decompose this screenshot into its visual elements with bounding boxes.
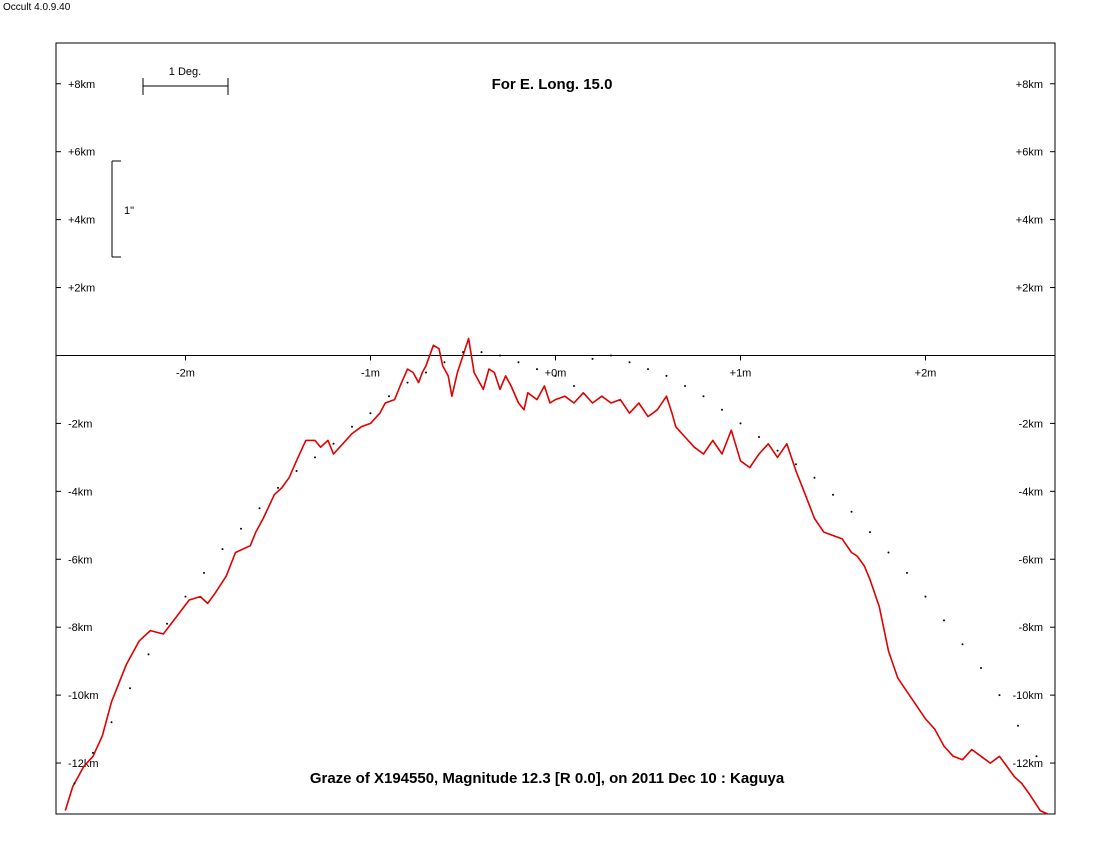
reference-dot [314,456,316,459]
reference-dot [832,493,834,496]
reference-dot [647,368,649,371]
reference-dot [813,476,816,479]
limb-profile-line [64,337,1048,815]
y-tick-label-left: +6km [68,147,95,159]
y-tick-label-right: -8km [1019,622,1043,634]
reference-dot [869,531,871,534]
series-layer [64,337,1048,815]
reference-dot [1035,755,1038,758]
reference-dot [499,354,501,357]
reference-dot [924,595,927,598]
reference-dot [980,667,982,669]
reference-dot [665,374,668,377]
reference-dot [961,643,964,646]
y-tick-label-left: -2km [68,418,92,430]
y-tick-label-right: -4km [1019,486,1043,498]
reference-dot [536,368,538,371]
y-tick-label-right: -12km [1012,758,1043,770]
axes-layer: -2m -1m +0m +1m +2m +8km +8km +6km +6km +4km +4km +… [56,79,1055,770]
reference-dot [850,510,853,513]
y-tick-label-right: -10km [1012,690,1043,702]
reference-dot [517,361,520,364]
reference-dot [887,551,890,554]
reference-dot [351,425,353,428]
chart-subtitle: For E. Long. 15.0 [492,76,613,93]
reference-dot [943,619,945,622]
reference-dot [702,395,705,398]
y-tick-label-right: +2km [1016,283,1043,295]
reference-dot [480,351,483,354]
reference-dot [332,442,335,445]
reference-dot [406,381,409,384]
reference-dot [295,470,298,472]
reference-dot [443,361,446,364]
x-tick-label: -1m [361,367,380,379]
scale-bar-vertical-label: 1" [124,205,134,217]
reference-dot [388,395,390,398]
reference-dot [221,548,224,551]
reference-dot [277,486,279,489]
y-tick-label-left: -4km [68,486,92,498]
reference-dot [591,357,594,360]
reference-dot [795,463,797,466]
reference-dot [369,412,372,415]
y-tick-label-left: +4km [68,215,95,227]
x-tick-label: +0m [545,367,567,379]
reference-dot [147,653,150,656]
x-tick-label: +1m [730,367,752,379]
y-tick-label-right: -6km [1019,554,1043,566]
y-tick-label-left: +8km [68,79,95,91]
reference-dot [129,687,131,690]
reference-dot [462,351,464,354]
reference-dot [721,408,723,411]
scale-bar-horizontal-label: 1 Deg. [169,66,201,78]
reference-dot [258,507,261,510]
reference-dot [776,449,779,452]
y-tick-label-left: -8km [68,622,92,634]
y-tick-label-left: -12km [68,758,99,770]
reference-dot [758,436,760,438]
reference-dot [110,721,113,724]
reference-dot [610,354,612,357]
reference-dot [166,622,168,625]
x-tick-label: -2m [176,367,195,379]
reference-dot [184,595,187,598]
plot-frame [55,42,1056,815]
reference-dot [628,361,631,364]
reference-dot [92,751,94,754]
y-tick-label-left: -6km [68,554,92,566]
decor-layer: 1 Deg. 1" For E. Long. 15.0 Graze of X19… [111,66,785,787]
y-tick-label-right: +6km [1016,147,1043,159]
reference-dot [203,571,205,574]
reference-dot [684,385,686,387]
x-tick-label: +2m [915,367,937,379]
reference-dot [739,422,742,425]
chart-title: Graze of X194550, Magnitude 12.3 [R 0.0]… [310,770,785,787]
reference-dot [554,374,557,377]
reference-dot [573,385,575,387]
y-tick-label-right: +8km [1016,79,1043,91]
reference-dot [240,527,242,530]
y-tick-label-left: -10km [68,690,99,702]
app-title: Occult 4.0.9.40 [3,2,71,13]
y-tick-label-right: +4km [1016,215,1043,227]
reference-dot [73,782,76,785]
reference-dot [998,694,1001,697]
reference-dot [425,371,427,374]
reference-dot [1017,724,1019,727]
y-tick-label-left: +2km [68,283,95,295]
y-tick-label-right: -2km [1019,418,1043,430]
reference-dot [906,571,908,574]
